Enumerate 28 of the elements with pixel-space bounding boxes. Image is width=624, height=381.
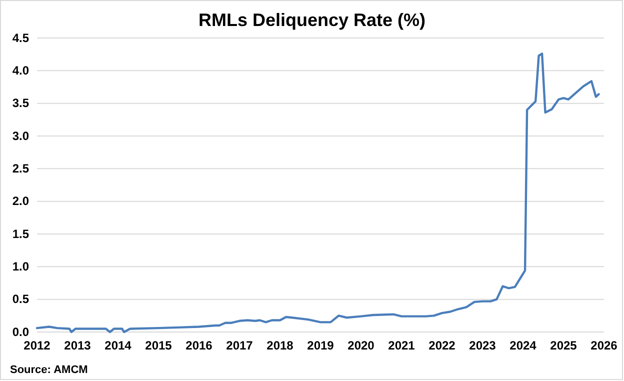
x-tick-label: 2021 — [388, 338, 416, 353]
line-series — [36, 52, 600, 334]
x-tick-label: 2015 — [145, 338, 172, 353]
y-tick-label: 3.5 — [12, 96, 30, 110]
x-tick-label: 2013 — [64, 338, 92, 353]
chart-title: RMLs Deliquency Rate (%) — [198, 10, 426, 30]
x-tick-label: 2022 — [428, 338, 456, 353]
y-tick-label: 0.0 — [12, 324, 30, 339]
x-tick-label: 2012 — [24, 338, 51, 353]
x-tick-label: 2020 — [348, 338, 375, 353]
x-tick-label: 2023 — [469, 338, 496, 353]
y-tick-label: 3.0 — [12, 128, 30, 143]
x-tick-label: 2025 — [550, 338, 578, 353]
y-tick-label: 4.0 — [12, 64, 30, 78]
x-tick-label: 2018 — [266, 338, 294, 353]
x-tick-label: 2024 — [510, 338, 537, 353]
y-tick-label: 2.0 — [12, 194, 30, 208]
source-note: Source: AMCM — [10, 364, 88, 376]
y-tick-label: 4.5 — [12, 30, 30, 45]
y-tick-label: 0.5 — [12, 292, 30, 306]
x-tick-label: 2026 — [590, 338, 618, 353]
x-tick-label: 2017 — [226, 338, 254, 353]
x-tick-label: 2019 — [307, 338, 334, 353]
x-tick-label: 2014 — [104, 338, 132, 353]
x-tick-label: 2016 — [186, 338, 213, 353]
y-tick-label: 1.5 — [12, 226, 30, 241]
y-tick-label: 2.5 — [12, 162, 30, 176]
y-tick-label: 1.0 — [12, 260, 30, 274]
